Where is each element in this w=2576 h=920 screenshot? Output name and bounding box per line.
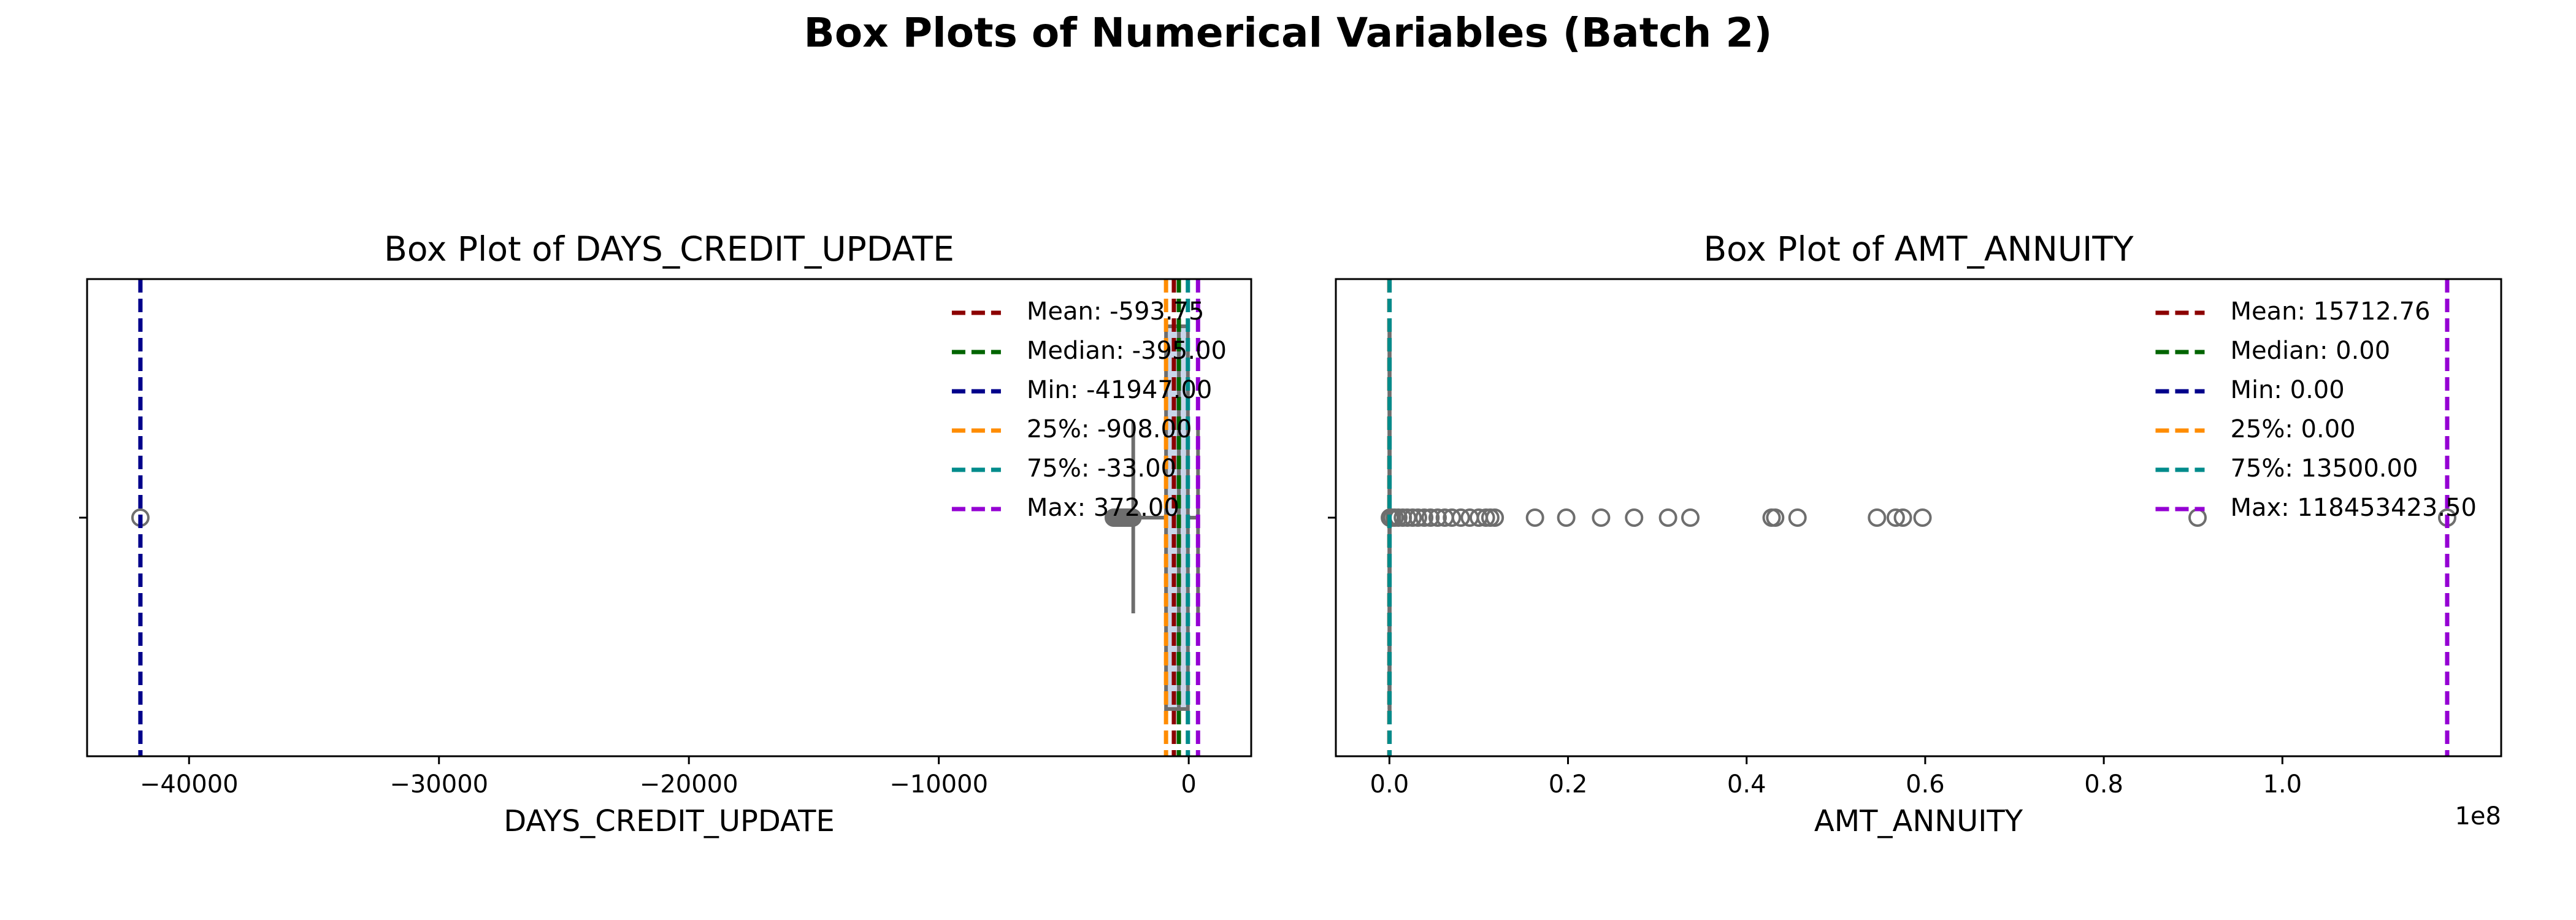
x-tick-label: −20000 [640, 770, 738, 799]
legend-label: Max: 372.00 [1027, 494, 1179, 522]
outlier [1592, 508, 1611, 527]
offset-text: 1e8 [2455, 802, 2501, 830]
outlier [1893, 508, 1912, 527]
outlier [1557, 508, 1576, 527]
x-tick-label: 0.8 [2084, 770, 2123, 799]
outlier [1868, 508, 1887, 527]
outlier [1443, 508, 1462, 527]
outlier [1451, 508, 1470, 527]
outlier [1625, 508, 1644, 527]
outlier [1788, 508, 1807, 527]
x-axis-label: AMT_ANNUITY [1814, 804, 2023, 838]
legend-label: Median: -395.00 [1027, 337, 1227, 365]
outlier [1913, 508, 1932, 527]
figure-title: Box Plots of Numerical Variables (Batch … [804, 9, 1773, 56]
legend: Mean: 15712.76 Median: 0.00 Min: 0.00 25%: … [2155, 297, 2477, 522]
outlier [1658, 508, 1677, 527]
legend-label: 75%: 13500.00 [2230, 454, 2418, 483]
x-tick-label: −30000 [389, 770, 488, 799]
axes-title: Box Plot of DAYS_CREDIT_UPDATE [384, 229, 954, 269]
outlier [1886, 508, 1905, 527]
outlier [1415, 508, 1434, 527]
outlier [1766, 508, 1785, 527]
outlier [1403, 508, 1422, 527]
outlier [1485, 508, 1505, 527]
legend-label: Min: -41947.00 [1027, 376, 1212, 404]
plot-area [131, 279, 1200, 756]
outlier [1123, 508, 1142, 527]
plot-area [1381, 279, 2456, 756]
legend-label: Max: 118453423.50 [2230, 494, 2477, 522]
legend: Mean: -593.75 Median: -395.00 Min: -41947.… [951, 297, 1227, 522]
outlier [1681, 508, 1700, 527]
legend-label: Min: 0.00 [2230, 376, 2344, 404]
legend-label: 25%: 0.00 [2230, 415, 2355, 443]
x-tick-label: 0.0 [1370, 770, 1409, 799]
x-tick-label: −10000 [889, 770, 988, 799]
x-axis-label: DAYS_CREDIT_UPDATE [504, 804, 835, 838]
outlier [1525, 508, 1544, 527]
x-tick-label: 0 [1181, 770, 1196, 799]
legend-label: 75%: -33.00 [1027, 454, 1176, 483]
outlier [1428, 508, 1447, 527]
axes-title: Box Plot of AMT_ANNUITY [1703, 229, 2134, 269]
outlier [1408, 508, 1427, 527]
x-tick-label: 0.2 [1549, 770, 1588, 799]
x-tick-label: 1.0 [2263, 770, 2302, 799]
x-tick-label: −40000 [140, 770, 239, 799]
legend-label: Mean: -593.75 [1027, 297, 1205, 326]
x-tick-label: 0.6 [1906, 770, 1945, 799]
legend-label: 25%: -908.00 [1027, 415, 1192, 443]
legend-label: Mean: 15712.76 [2230, 297, 2430, 326]
legend-label: Median: 0.00 [2230, 337, 2390, 365]
x-tick-label: 0.4 [1727, 770, 1766, 799]
outlier [1421, 508, 1440, 527]
